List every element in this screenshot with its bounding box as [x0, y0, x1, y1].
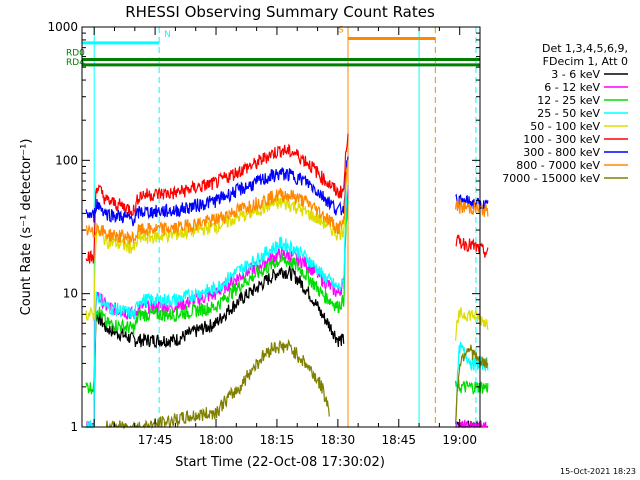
- y-axis-title: Count Rate (s⁻¹ detector⁻¹): [19, 139, 34, 316]
- y-tick-label: 1: [70, 420, 78, 434]
- legend-label: 800 - 7000 keV: [516, 159, 600, 172]
- series-path: [85, 158, 349, 322]
- legend-label: 12 - 25 keV: [537, 94, 600, 107]
- series-line: [105, 339, 489, 430]
- series-line: [85, 186, 489, 430]
- legend-label: 6 - 12 keV: [544, 81, 600, 94]
- x-axis-title: Start Time (22-Oct-08 17:30:02): [175, 455, 385, 470]
- legend-header: Det 1,3,4,5,6,9,: [542, 42, 628, 55]
- timestamp: 15-Oct-2021 18:23: [560, 467, 636, 476]
- y-tick-label: 1000: [47, 20, 78, 34]
- y-tick-label: 10: [63, 287, 78, 301]
- series-path-segment: [455, 379, 489, 395]
- plot-frame: [81, 26, 481, 428]
- series-path: [105, 339, 330, 430]
- legend-label: 300 - 800 keV: [523, 146, 600, 159]
- series-path-segment: [455, 306, 489, 341]
- status-bar-label: S: [338, 25, 344, 35]
- legend-label: 50 - 100 keV: [530, 120, 600, 133]
- x-tick-label: 18:00: [199, 433, 234, 447]
- series-path: [85, 186, 349, 430]
- x-tick-label: 18:45: [381, 433, 416, 447]
- legend-label: 7000 - 15000 keV: [502, 172, 600, 185]
- x-axis: 17:45 18:00 18:15 18:30 18:45 19:00: [93, 27, 481, 447]
- series-line: [85, 158, 489, 341]
- series-line: [85, 159, 489, 245]
- legend-label: 3 - 6 keV: [551, 68, 600, 81]
- series-path: [85, 159, 349, 245]
- series-path: [85, 133, 349, 264]
- y-tick-label: 100: [55, 153, 78, 167]
- legend-label: 100 - 300 keV: [523, 133, 600, 146]
- status-bar-label: RD0: [66, 49, 85, 59]
- x-tick-label: 19:00: [442, 433, 477, 447]
- series-path: [85, 199, 349, 395]
- status-bar-label: RD4: [66, 58, 85, 68]
- series-path: [85, 264, 345, 428]
- series-path-segment: [455, 234, 489, 258]
- x-tick-label: 18:15: [260, 433, 295, 447]
- series-path-segment: [455, 341, 489, 428]
- series-path: [85, 156, 349, 227]
- x-tick-label: 17:45: [138, 433, 173, 447]
- series-path-segment: [455, 200, 489, 218]
- legend: Det 1,3,4,5,6,9,FDecim 1, Att 03 - 6 keV…: [502, 42, 628, 185]
- y-axis: 1 10 100 1000: [47, 20, 480, 434]
- legend-label: 25 - 50 keV: [537, 107, 600, 120]
- x-tick-label: 18:30: [321, 433, 356, 447]
- status-bar-label: N: [164, 30, 171, 40]
- series-line: [85, 133, 489, 264]
- series-path-segment: [455, 344, 489, 425]
- series-path-segment: [455, 418, 488, 429]
- series-line: [85, 199, 489, 395]
- chart-title: RHESSI Observing Summary Count Rates: [125, 3, 435, 21]
- legend-header: FDecim 1, Att 0: [543, 55, 628, 68]
